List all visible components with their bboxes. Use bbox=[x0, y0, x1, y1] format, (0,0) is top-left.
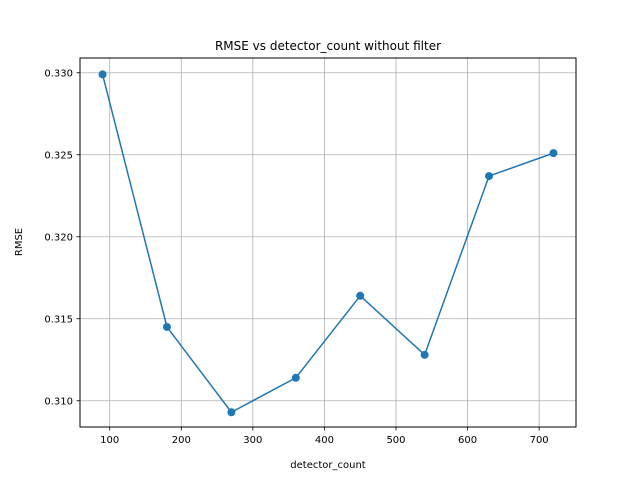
x-tick-label: 500 bbox=[386, 435, 405, 446]
grid bbox=[80, 58, 576, 427]
data-point bbox=[549, 149, 558, 158]
y-tick-label: 0.320 bbox=[44, 232, 73, 243]
plot-area-frame bbox=[79, 57, 577, 428]
data-point bbox=[162, 322, 171, 331]
data-point bbox=[420, 350, 429, 359]
x-tick-label: 400 bbox=[315, 435, 334, 446]
x-tick-label: 200 bbox=[172, 435, 191, 446]
y-tick-label: 0.310 bbox=[44, 396, 73, 407]
x-tick-label: 300 bbox=[243, 435, 262, 446]
x-tick-label: 600 bbox=[458, 435, 477, 446]
data-point bbox=[485, 172, 494, 181]
x-axis-label: detector_count bbox=[290, 460, 366, 471]
y-axis-label: RMSE bbox=[14, 228, 25, 256]
series-line-layer bbox=[101, 74, 554, 413]
series-line bbox=[101, 74, 554, 413]
data-point bbox=[227, 408, 236, 417]
data-point bbox=[98, 70, 107, 79]
y-tick-label: 0.330 bbox=[44, 68, 73, 79]
y-axis-ticks: 0.310 0.315 0.320 0.325 0.330 bbox=[44, 68, 80, 407]
x-tick-label: 700 bbox=[530, 435, 549, 446]
x-tick-label: 100 bbox=[100, 435, 119, 446]
y-tick-label: 0.315 bbox=[44, 314, 73, 325]
y-tick-label: 0.325 bbox=[44, 150, 73, 161]
x-axis-ticks: 100 200 300 400 500 600 700 bbox=[100, 427, 549, 446]
chart-title: RMSE vs detector_count without filter bbox=[215, 39, 441, 53]
data-point bbox=[291, 373, 300, 382]
data-point bbox=[356, 291, 365, 300]
data-points bbox=[98, 70, 558, 417]
